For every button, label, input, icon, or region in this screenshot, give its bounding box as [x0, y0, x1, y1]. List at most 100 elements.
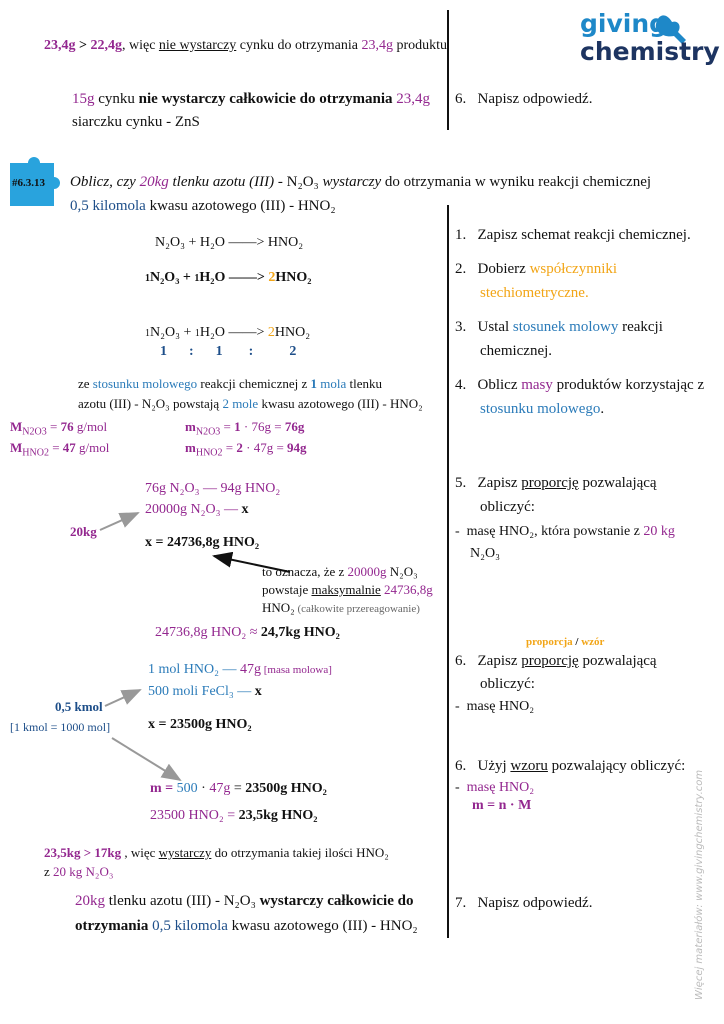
- text: m: [185, 419, 196, 434]
- text: Więcej materiałów: www.givingchemistry.c…: [694, 769, 705, 1000]
- text: masę HNO₂, która powstanie z: [466, 524, 644, 539]
- text-line: N₂O₃ + H₂O ——> HNO₂: [155, 234, 303, 252]
- text: Użyj: [477, 758, 511, 774]
- text: =: [222, 440, 237, 455]
- text-line: siarczku cynku - ZnS: [72, 113, 200, 131]
- text: M: [10, 440, 23, 455]
- text: masy: [521, 377, 553, 393]
- text: Napisz odpowiedź.: [477, 895, 593, 911]
- text: 6.: [455, 91, 467, 107]
- text-line: 6. Napisz odpowiedź.: [455, 90, 592, 108]
- text: m: [185, 440, 196, 455]
- text-line: MHNO2 = 47 g/mol: [10, 439, 109, 463]
- text: 23,4g: [44, 38, 76, 53]
- text-line: 6. Zapisz proporcję pozwalającą: [455, 652, 657, 670]
- text-line: stosunku molowego.: [480, 400, 604, 418]
- text: Oblicz, czy: [70, 174, 140, 190]
- text: tlenku azotu (III) -: [168, 174, 287, 190]
- text-line: 24736,8g HNO₂ ≈ 24,7kg HNO₂: [155, 624, 340, 642]
- text: produktów korzystając z: [552, 377, 705, 393]
- text: chemicznej.: [480, 343, 553, 359]
- text: to oznacza, że z: [262, 564, 348, 579]
- text: 24736,8g HNO₂ ≈: [155, 625, 261, 640]
- text: Zapisz: [477, 475, 522, 491]
- divider: [447, 10, 449, 130]
- text: g/mol: [75, 440, 110, 455]
- text: 4.: [455, 377, 467, 393]
- text: x: [254, 684, 262, 699]
- text: · 76g =: [240, 419, 285, 434]
- text: stechiometryczne.: [480, 285, 589, 301]
- text: =: [46, 419, 61, 434]
- text-line: azotu (III) - N₂O₃ powstają 2 mole kwasu…: [78, 395, 423, 413]
- text: nie wystarczy całkowicie do otrzymania: [138, 91, 393, 107]
- text: obliczyć:: [480, 499, 535, 515]
- text: =: [230, 781, 246, 796]
- text: 24,7kg HNO₂: [260, 625, 340, 640]
- text: 1 mol HNO₂ —: [148, 662, 240, 677]
- text-line: 0,5 kmol: [55, 698, 103, 716]
- text-line: z 20 kg N₂O₃: [44, 863, 113, 881]
- text: 20kg: [75, 893, 105, 909]
- text: >: [75, 38, 91, 53]
- text-line: to oznacza, że z 20000g N₂O₃: [262, 563, 418, 581]
- arrow: [111, 737, 182, 782]
- text: x = 23500g HNO₂: [148, 717, 252, 732]
- arrow: [212, 551, 291, 573]
- text: chemistry: [580, 37, 720, 66]
- text: HNO2: [22, 447, 49, 459]
- text-line: - masę HNO₂, która powstanie z 20 kg: [455, 523, 675, 541]
- text-line: N₂O₃: [470, 545, 500, 563]
- text: 3.: [455, 319, 467, 335]
- text-line: - masę HNO₂: [455, 779, 534, 797]
- text: współczynniki: [529, 261, 618, 277]
- text: 6.: [455, 758, 467, 774]
- text-line: 1N₂O₃ + 1H₂O ——> 2HNO₂: [145, 269, 311, 288]
- text-line: 1N₂O₃ + 1H₂O ——> 2HNO₂: [145, 324, 310, 343]
- text: reakcji chemicznej z: [197, 376, 311, 391]
- text: [masa molowa]: [261, 664, 332, 676]
- text: 23500g HNO₂: [245, 781, 327, 796]
- text: 1: [145, 328, 150, 339]
- text: ze: [78, 376, 93, 391]
- text: x: [241, 502, 249, 517]
- text-line: stechiometryczne.: [480, 284, 589, 302]
- text: wystarczy: [318, 174, 382, 190]
- text: 47g: [209, 781, 231, 796]
- text-line: x = 24736,8g HNO₂: [145, 534, 259, 552]
- text: N₂O₃ +: [150, 325, 195, 340]
- text: /: [572, 636, 582, 648]
- text: Napisz odpowiedź.: [477, 91, 593, 107]
- text: masę HNO₂: [466, 699, 535, 714]
- text: 23,5kg > 17kg: [44, 845, 122, 860]
- text: .: [600, 401, 605, 417]
- text: N₂O₃: [386, 564, 418, 579]
- text: 20 kg: [643, 524, 675, 539]
- text: proporcję: [521, 475, 579, 491]
- text: :: [189, 344, 194, 359]
- text: m = n · M: [472, 798, 532, 813]
- text: 500: [176, 781, 198, 796]
- text: , więc: [121, 38, 159, 53]
- text: cynku do otrzymania: [236, 38, 362, 53]
- text: Ustal: [477, 319, 513, 335]
- text-line: 15g cynku nie wystarczy całkowicie do ot…: [72, 90, 430, 108]
- text: 23,5kg HNO₂: [238, 808, 318, 823]
- text: 94g: [287, 440, 307, 455]
- text-line: otrzymania 0,5 kilomola kwasu azotowego …: [75, 917, 418, 935]
- text: -: [455, 699, 460, 714]
- text-line: ze stosunku molowego reakcji chemicznej …: [78, 375, 382, 393]
- text: (całkowite przereagowanie): [294, 603, 420, 615]
- text: Zapisz schemat reakcji chemicznej.: [477, 227, 691, 243]
- text: wystarczy całkowicie do: [259, 893, 414, 909]
- text: mola: [317, 376, 347, 391]
- text: HNO₂: [262, 600, 295, 615]
- text: N₂O₃: [286, 174, 319, 190]
- text: tlenku: [346, 376, 383, 391]
- text: 1: [310, 376, 318, 391]
- text: 23,4g: [361, 38, 393, 53]
- text-line: proporcja / wzór: [526, 633, 604, 651]
- text: 1: [160, 344, 167, 359]
- text-line: 20000g N₂O₃ — x: [145, 501, 248, 519]
